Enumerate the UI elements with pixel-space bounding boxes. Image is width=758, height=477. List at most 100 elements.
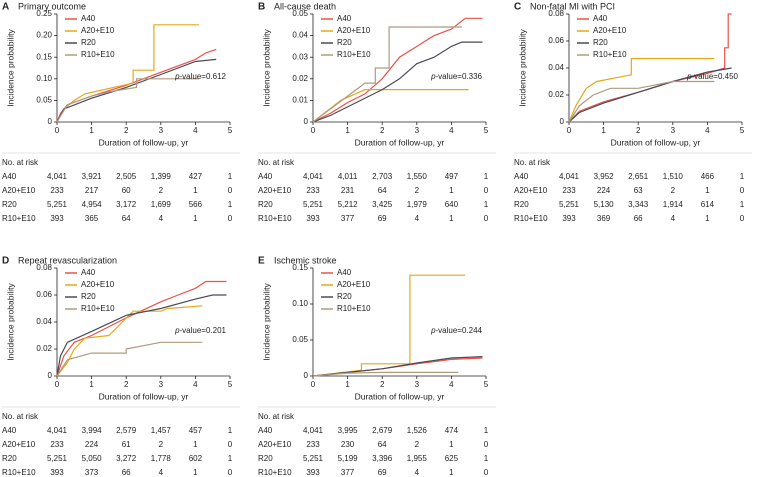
p-text: -value=0.201 xyxy=(180,326,227,335)
risk-count: 2 xyxy=(159,440,164,449)
legend-label: R20 xyxy=(337,38,352,47)
x-axis-label: Duration of follow-up, yr xyxy=(611,137,701,147)
risk-count: 233 xyxy=(562,186,576,195)
risk-count: 393 xyxy=(306,214,320,223)
y-tick-label: 0.15 xyxy=(292,263,308,272)
risk-count: 233 xyxy=(50,440,64,449)
survival-curve xyxy=(56,305,203,377)
risk-count: 474 xyxy=(445,426,459,435)
risk-count: 566 xyxy=(189,200,203,209)
risk-count: 2 xyxy=(415,186,420,195)
legend-label: R10+E10 xyxy=(81,50,115,59)
risk-count: 60 xyxy=(122,186,131,195)
survival-curve xyxy=(312,41,483,123)
risk-count: 2 xyxy=(159,186,164,195)
risk-count: 4,041 xyxy=(559,172,580,181)
p-italic: p xyxy=(430,72,436,81)
risk-count: 4,041 xyxy=(303,426,324,435)
risk-row-name: R20 xyxy=(258,454,273,463)
risk-row-name: R10+E10 xyxy=(258,468,292,477)
risk-row-name: A20+E10 xyxy=(258,186,292,195)
x-tick-label: 2 xyxy=(124,126,129,135)
x-tick-label: 3 xyxy=(159,380,164,389)
risk-count: 4 xyxy=(415,468,420,477)
panel: D Repeat revascularization Incidence proba… xyxy=(2,255,240,477)
risk-count: 4,954 xyxy=(82,200,103,209)
legend-label: R10+E10 xyxy=(337,304,371,313)
risk-count: 614 xyxy=(701,200,715,209)
risk-count: 1 xyxy=(228,200,233,209)
x-tick-label: 4 xyxy=(449,126,454,135)
legend-label: A20+E10 xyxy=(337,280,371,289)
survival-curve xyxy=(312,26,462,123)
risk-count: 0 xyxy=(228,440,233,449)
x-tick-label: 2 xyxy=(636,126,641,135)
risk-count: 3,994 xyxy=(82,426,103,435)
legend-label: A40 xyxy=(81,268,96,277)
risk-count: 1 xyxy=(705,214,710,223)
risk-count: 457 xyxy=(189,426,203,435)
x-tick-label: 0 xyxy=(311,380,316,389)
y-tick-label: 0.02 xyxy=(36,344,52,353)
risk-count: 230 xyxy=(341,440,355,449)
y-tick-label: 0.01 xyxy=(292,96,308,105)
risk-count: 224 xyxy=(85,440,99,449)
p-text: -value=0.244 xyxy=(436,326,483,335)
x-tick-label: 3 xyxy=(159,126,164,135)
y-tick-label: 0 xyxy=(48,371,53,380)
risk-count: 1,526 xyxy=(407,426,428,435)
panel-letter: B xyxy=(258,2,265,13)
risk-count: 66 xyxy=(122,468,131,477)
risk-row-name: A20+E10 xyxy=(2,186,36,195)
risk-row-name: R20 xyxy=(514,200,529,209)
risk-row-name: R20 xyxy=(258,200,273,209)
risk-count: 2 xyxy=(671,186,676,195)
p-text: -value=0.336 xyxy=(436,72,483,81)
risk-row-name: A40 xyxy=(514,172,529,181)
legend-label: R20 xyxy=(593,38,608,47)
y-tick-label: 0.05 xyxy=(36,96,52,105)
x-tick-label: 4 xyxy=(449,380,454,389)
legend-label: R10+E10 xyxy=(593,50,627,59)
risk-count: 1 xyxy=(740,172,745,181)
risk-count: 393 xyxy=(50,214,64,223)
risk-count: 497 xyxy=(445,172,459,181)
y-tick-label: 0.05 xyxy=(292,335,308,344)
risk-count: 1,914 xyxy=(663,200,684,209)
x-tick-label: 1 xyxy=(89,380,94,389)
p-italic: p xyxy=(430,326,436,335)
risk-count: 1 xyxy=(193,468,198,477)
panel-letter: D xyxy=(2,256,9,267)
x-tick-label: 5 xyxy=(484,380,489,389)
panel-title: All-cause death xyxy=(274,1,336,11)
y-tick-label: 0.04 xyxy=(292,31,308,40)
legend-label: A40 xyxy=(81,14,96,23)
risk-count: 233 xyxy=(50,186,64,195)
x-tick-label: 0 xyxy=(55,380,60,389)
legend-label: A20+E10 xyxy=(593,26,627,35)
y-tick-label: 0.05 xyxy=(292,9,308,18)
y-tick-label: 0.02 xyxy=(548,90,564,99)
survival-curve xyxy=(56,280,227,377)
risk-row-name: R10+E10 xyxy=(258,214,292,223)
risk-count: 1 xyxy=(484,172,489,181)
x-tick-label: 0 xyxy=(567,126,572,135)
risk-count: 1 xyxy=(449,186,454,195)
risk-count: 427 xyxy=(189,172,203,181)
x-tick-label: 5 xyxy=(484,126,489,135)
x-axis-label: Duration of follow-up, yr xyxy=(355,391,445,401)
risk-count: 1,955 xyxy=(407,454,428,463)
x-tick-label: 1 xyxy=(345,126,350,135)
risk-table-title: No. at risk xyxy=(514,158,551,167)
risk-count: 4 xyxy=(159,468,164,477)
risk-count: 233 xyxy=(306,186,320,195)
risk-count: 5,130 xyxy=(594,200,615,209)
risk-count: 625 xyxy=(445,454,459,463)
risk-count: 0 xyxy=(228,214,233,223)
survival-curve xyxy=(312,274,466,377)
risk-table-title: No. at risk xyxy=(2,412,39,421)
panel-title: Ischemic stroke xyxy=(274,255,337,265)
panel-letter: E xyxy=(258,256,265,267)
y-axis-label: Incidence probability xyxy=(5,283,15,361)
legend-label: R20 xyxy=(81,292,96,301)
